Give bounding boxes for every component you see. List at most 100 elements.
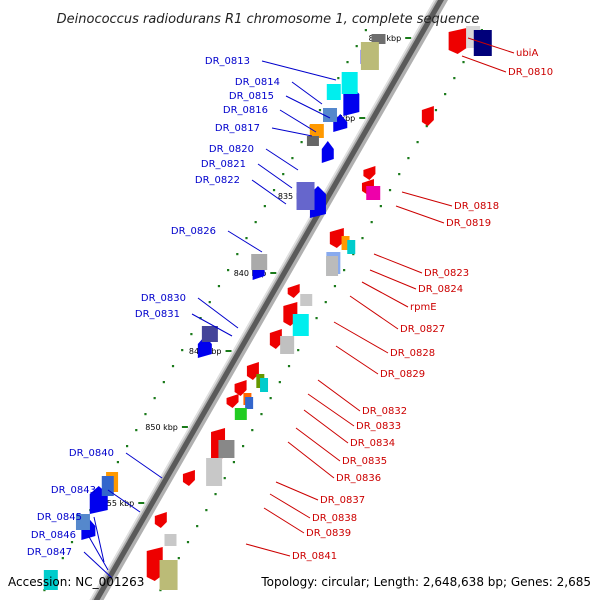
gene-block <box>101 476 114 496</box>
leader-line <box>93 516 105 563</box>
map-title: Deinococcus radiodurans R1 chromosome 1,… <box>57 12 480 27</box>
leader-line <box>245 543 291 557</box>
guide-dot-right <box>297 349 300 352</box>
kbp-label: 840 kbp <box>234 269 267 278</box>
guide-dot-right <box>333 285 337 288</box>
guide-dot-left <box>181 349 184 352</box>
leader-line <box>307 393 355 427</box>
guide-dot-right <box>315 317 318 320</box>
gene-label-dr-0824[interactable]: DR_0824 <box>418 284 463 295</box>
leader-line <box>125 452 163 479</box>
kbp-label: 855 kbp <box>102 499 135 508</box>
guide-dot-right <box>416 141 419 144</box>
gene-label-dr-0837[interactable]: DR_0837 <box>320 495 365 506</box>
gene-label-dr-0827[interactable]: DR_0827 <box>400 324 445 335</box>
gene-block <box>251 254 268 270</box>
gene-label-dr-0831[interactable]: DR_0831 <box>135 309 180 320</box>
gene-label-dr-0843[interactable]: DR_0843 <box>51 485 96 496</box>
guide-dot-right <box>251 429 254 432</box>
guide-dot-left <box>199 317 202 320</box>
gene-block <box>326 84 341 100</box>
gene-label-dr-0841[interactable]: DR_0841 <box>292 551 337 562</box>
leader-line <box>333 321 389 354</box>
kbp-label: 835 kbp <box>278 192 311 201</box>
gene-label-dr-0838[interactable]: DR_0838 <box>312 513 357 524</box>
guide-dot-right <box>260 413 263 416</box>
gene-label-dr-0817[interactable]: DR_0817 <box>215 123 260 134</box>
guide-dot-right <box>462 61 465 64</box>
gene-label-dr-0836[interactable]: DR_0836 <box>336 473 381 484</box>
gene-label-dr-0819[interactable]: DR_0819 <box>446 218 491 229</box>
gene-labels[interactable]: DR_0813 DR_0814 DR_0815 DR_0816 DR_0817 DR_08… <box>27 48 553 562</box>
guide-dot-left <box>254 221 257 224</box>
guide-dot-left <box>217 285 221 288</box>
gene-block <box>260 378 269 392</box>
guide-dot-right <box>278 381 281 384</box>
gene-label-dr-0833[interactable]: DR_0833 <box>356 421 401 432</box>
gene-label-dr-0830[interactable]: DR_0830 <box>141 293 186 304</box>
gene-label-dr-0816[interactable]: DR_0816 <box>223 105 268 116</box>
gene-label-rpme[interactable]: rpmE <box>410 302 437 313</box>
gene-block <box>341 72 358 94</box>
guide-dot-left <box>245 237 248 240</box>
backbone-highlight <box>89 0 436 600</box>
guide-dot-left <box>282 173 285 176</box>
gene-label-dr-0822[interactable]: DR_0822 <box>195 175 240 186</box>
guide-dot-left <box>272 189 276 192</box>
guide-dot-left <box>291 157 294 160</box>
gene-label-dr-0828[interactable]: DR_0828 <box>390 348 435 359</box>
gene-label-dr-0832[interactable]: DR_0832 <box>362 406 407 417</box>
gene-label-dr-0810[interactable]: DR_0810 <box>508 67 553 78</box>
guide-dot-right <box>159 589 162 592</box>
gene-label-dr-0839[interactable]: DR_0839 <box>306 528 351 539</box>
forward-gene-arrow <box>226 394 239 408</box>
gene-block <box>366 186 381 200</box>
gene-label-dr-0829[interactable]: DR_0829 <box>380 369 425 380</box>
label-leader-lines <box>83 37 515 579</box>
gene-label-dr-0821[interactable]: DR_0821 <box>201 159 246 170</box>
gene-label-dr-0834[interactable]: DR_0834 <box>350 438 395 449</box>
guide-dot-right <box>287 365 291 368</box>
leader-line <box>263 507 305 534</box>
guide-dot-left <box>135 429 138 432</box>
leader-line <box>251 179 287 205</box>
guide-dot-right <box>177 557 180 560</box>
guide-dot-right <box>398 173 401 176</box>
gene-label-dr-0835[interactable]: DR_0835 <box>342 456 387 467</box>
gene-label-dr-0826[interactable]: DR_0826 <box>171 226 216 237</box>
gene-block <box>360 42 379 70</box>
gene-block <box>292 314 309 336</box>
gene-block <box>75 514 90 530</box>
gene-block <box>43 570 58 590</box>
gene-label-dr-0818[interactable]: DR_0818 <box>454 201 499 212</box>
gene-label-dr-0846[interactable]: DR_0846 <box>31 530 76 541</box>
gene-label-dr-0820[interactable]: DR_0820 <box>209 144 254 155</box>
gene-label-dr-0845[interactable]: DR_0845 <box>37 512 82 523</box>
gene-label-ubia[interactable]: ubiA <box>516 48 538 59</box>
forward-gene-arrow <box>287 284 300 298</box>
gene-label-dr-0823[interactable]: DR_0823 <box>424 268 469 279</box>
guide-dot-right <box>361 237 364 240</box>
leader-line <box>107 489 141 513</box>
forward-gene-arrow <box>146 547 163 581</box>
gene-block <box>300 294 313 306</box>
gene-label-dr-0840[interactable]: DR_0840 <box>69 448 114 459</box>
leader-line <box>257 163 293 189</box>
backbone-core <box>93 0 444 600</box>
gene-label-dr-0815[interactable]: DR_0815 <box>229 91 274 102</box>
guide-dot-left <box>227 269 230 272</box>
leader-line <box>265 148 299 171</box>
guide-dot-right <box>444 93 447 96</box>
leader-line <box>395 205 445 224</box>
guide-dot-right <box>434 109 438 112</box>
leader-line <box>287 441 335 479</box>
guide-dot-right <box>241 445 245 448</box>
forward-gene-arrow <box>269 329 282 349</box>
forward-gene-arrow <box>363 166 376 180</box>
chromosome-backbone <box>89 0 448 600</box>
gene-label-dr-0813[interactable]: DR_0813 <box>205 56 250 67</box>
guide-dot-left <box>190 333 193 336</box>
gene-label-dr-0814[interactable]: DR_0814 <box>235 77 280 88</box>
gene-label-dr-0847[interactable]: DR_0847 <box>27 547 72 558</box>
guide-dot-left <box>346 61 349 64</box>
